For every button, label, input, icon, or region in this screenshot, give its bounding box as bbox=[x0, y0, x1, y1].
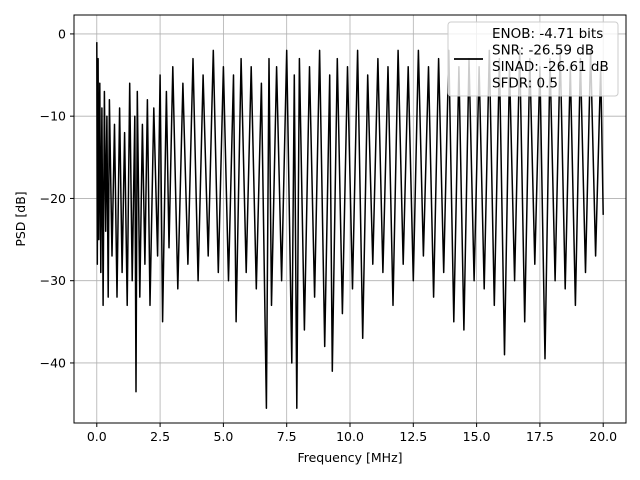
x-tick-label: 12.5 bbox=[399, 429, 427, 444]
legend: ENOB: -4.71 bits SNR: -26.59 dB SINAD: -… bbox=[447, 21, 619, 97]
legend-enob: ENOB: -4.71 bits bbox=[492, 26, 603, 42]
x-tick-label: 0.0 bbox=[87, 429, 107, 444]
x-tick-label: 10.0 bbox=[336, 429, 364, 444]
legend-box bbox=[447, 21, 619, 97]
y-ticks: 0 −10 −20 −30 −40 bbox=[40, 26, 74, 370]
x-tick-label: 5.0 bbox=[213, 429, 233, 444]
psd-line bbox=[96, 42, 604, 409]
psd-series bbox=[96, 42, 604, 409]
x-axis-label: Frequency [MHz] bbox=[297, 450, 402, 465]
x-tick-label: 15.0 bbox=[463, 429, 491, 444]
x-ticks: 0.0 2.5 5.0 7.5 10.0 12.5 15.0 17.5 20.0 bbox=[87, 423, 617, 444]
y-tick-label: −40 bbox=[40, 355, 66, 370]
y-tick-label: −20 bbox=[40, 191, 66, 206]
y-axis-label: PSD [dB] bbox=[13, 191, 28, 246]
x-tick-label: 2.5 bbox=[150, 429, 170, 444]
x-tick-label: 20.0 bbox=[589, 429, 617, 444]
x-tick-label: 7.5 bbox=[277, 429, 297, 444]
y-tick-label: −30 bbox=[40, 273, 66, 288]
legend-sinad: SINAD: -26.61 dB bbox=[492, 59, 609, 75]
x-tick-label: 17.5 bbox=[526, 429, 554, 444]
legend-sfdr: SFDR: 0.5 bbox=[492, 76, 558, 92]
y-tick-label: 0 bbox=[58, 26, 66, 41]
y-tick-label: −10 bbox=[40, 109, 66, 124]
legend-snr: SNR: -26.59 dB bbox=[492, 43, 594, 59]
